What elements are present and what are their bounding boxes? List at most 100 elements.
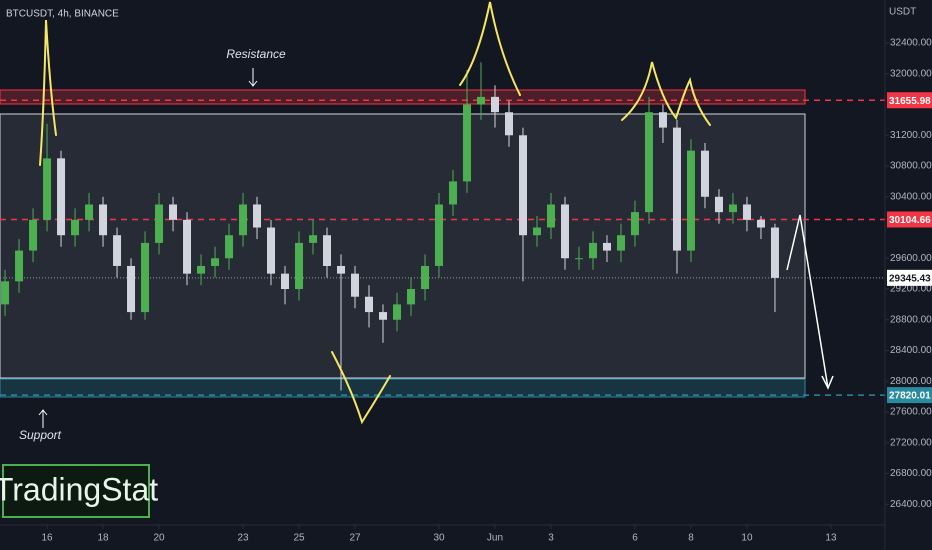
candle-body: [560, 204, 569, 259]
y-tick-label: 29600.00: [890, 253, 932, 264]
x-tick-label: 23: [237, 533, 249, 544]
candle-body: [71, 219, 80, 236]
y-tick-label: 32400.00: [890, 38, 932, 49]
candle-body: [518, 135, 527, 236]
candle-body: [253, 204, 262, 228]
x-tick-label: 18: [97, 533, 109, 544]
annotation: Resistance: [226, 47, 286, 61]
x-tick-label: 6: [632, 533, 638, 544]
candle-body: [239, 204, 248, 236]
candle-body: [393, 304, 402, 320]
price-label: 27820.01: [889, 391, 931, 402]
x-tick-label: 13: [825, 533, 837, 544]
candle-body: [448, 181, 457, 205]
candle-body: [211, 258, 220, 266]
candle-body: [476, 96, 485, 105]
price-label: 30104.66: [889, 215, 931, 226]
candle-body: [435, 204, 444, 266]
drawing: [459, 1, 521, 96]
candle-body: [504, 112, 513, 136]
projection-arrow: [38, 68, 834, 428]
candle-body: [756, 219, 765, 228]
candle-body: [295, 242, 304, 290]
y-tick-label: 32000.00: [890, 68, 932, 79]
logo: TradingStat: [0, 471, 158, 507]
x-tick-label: 30: [433, 533, 445, 544]
x-tick-label: 3: [548, 533, 554, 544]
drawing: [331, 351, 391, 425]
candle-body: [714, 196, 723, 213]
support-arrow: [38, 409, 48, 428]
candle-body: [141, 242, 150, 313]
candle-body: [546, 204, 555, 228]
support-zone: [0, 378, 806, 398]
candle-body: [700, 150, 709, 197]
candle-body: [644, 112, 653, 213]
candle-body: [686, 150, 695, 251]
price-label: 29345.43: [889, 273, 931, 284]
candle-body: [532, 227, 541, 236]
price-label-box: [887, 387, 932, 404]
x-tick-label: 8: [688, 533, 694, 544]
x-tick-label: 16: [41, 533, 53, 544]
candle-body: [351, 273, 360, 297]
candle-body: [407, 289, 416, 305]
y-tick-label: 30800.00: [890, 161, 932, 172]
candle-body: [281, 273, 290, 290]
price-label-box: [887, 211, 932, 228]
range-zone: [0, 113, 806, 379]
drawings: [39, 1, 711, 425]
x-tick-label: 25: [293, 533, 305, 544]
y-tick-label: 30400.00: [890, 191, 932, 202]
candle-body: [365, 296, 374, 313]
price-label-box: [887, 92, 932, 109]
candle-body: [267, 227, 276, 274]
y-tick-label: 31200.00: [890, 130, 932, 141]
candle-body: [337, 265, 346, 274]
y-tick-label: 28400.00: [890, 345, 932, 356]
candle-body: [309, 235, 318, 243]
y-tick-label: 29200.00: [890, 284, 932, 295]
candle-body: [57, 158, 66, 236]
drawing: [621, 61, 711, 126]
candle-body: [770, 227, 779, 278]
x-tick-label: 10: [741, 533, 753, 544]
y-tick-label: 27200.00: [890, 437, 932, 448]
candle-body: [113, 235, 122, 266]
candle-body: [183, 219, 192, 274]
candle-body: [1, 281, 10, 305]
candle-body: [43, 158, 52, 220]
axis-unit: USDT: [889, 7, 916, 18]
annotation: Support: [19, 428, 62, 442]
candle-body: [99, 204, 108, 236]
y-tick-label: 27600.00: [890, 407, 932, 418]
candle-body: [728, 204, 737, 213]
candle-body: [574, 258, 583, 260]
y-tick-label: 26800.00: [890, 468, 932, 479]
candle-body: [658, 112, 667, 128]
chart-title: BTCUSDT, 4h, BINANCE: [6, 9, 119, 20]
candle-body: [85, 204, 94, 220]
candle-body: [155, 204, 164, 243]
y-tick-label: 28800.00: [890, 314, 932, 325]
candle-body: [323, 235, 332, 266]
candle-body: [630, 212, 639, 236]
candle-body: [616, 235, 625, 251]
arrow-head: [821, 375, 834, 390]
x-tick-label: 27: [349, 533, 361, 544]
resistance-arrow: [248, 68, 258, 87]
candle-body: [588, 242, 597, 259]
candle-body: [225, 235, 234, 259]
candle-body: [672, 127, 681, 251]
price-label-box: [887, 269, 932, 286]
price-label: 31655.98: [889, 96, 931, 107]
candle-body: [197, 265, 206, 274]
candle-body: [379, 312, 388, 320]
candle-body: [421, 265, 430, 290]
x-tick-label: 20: [153, 533, 165, 544]
candle-body: [490, 96, 499, 113]
candle-body: [127, 265, 136, 313]
y-tick-label: 26400.00: [890, 499, 932, 510]
candle-body: [602, 242, 611, 251]
